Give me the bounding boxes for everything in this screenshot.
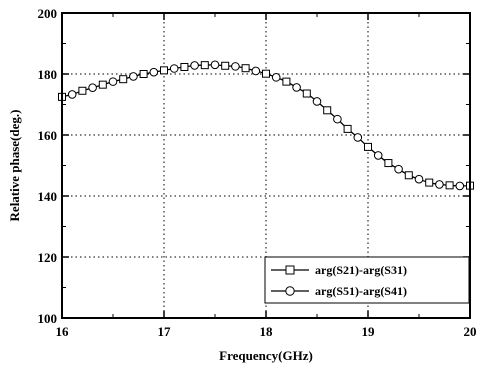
x-axis-title: Frequency(GHz)	[219, 348, 313, 363]
x-tick-label: 19	[362, 324, 376, 339]
series-2-point	[292, 83, 301, 92]
series-1-point	[221, 61, 230, 70]
series-markers	[58, 60, 474, 191]
series-2-point	[333, 114, 342, 124]
legend: arg(S21)-arg(S31) arg(S51)-arg(S41)	[264, 256, 470, 304]
series-2-point	[251, 66, 261, 76]
x-tick-labels: 16 17 18 19 20	[56, 324, 477, 339]
series-1-point	[302, 89, 311, 98]
series-2-point	[129, 72, 138, 81]
x-tick-label: 16	[56, 324, 70, 339]
series-1-point	[343, 124, 352, 133]
series-2-point	[190, 61, 199, 70]
series-1-point	[119, 75, 128, 84]
series-2-point	[210, 60, 220, 70]
y-axis-title: Relative phase(deg.)	[7, 110, 22, 222]
legend-label-1: arg(S21)-arg(S31)	[315, 263, 407, 277]
series-1-point	[404, 171, 413, 180]
legend-marker-1	[285, 265, 295, 275]
series-2-point	[88, 83, 97, 93]
series-1-point	[139, 70, 148, 78]
series-2-point	[67, 90, 77, 99]
y-tick-label: 200	[38, 6, 58, 21]
x-tick-label: 20	[464, 324, 477, 339]
series-2-point	[353, 133, 363, 142]
x-tick-label: 18	[260, 324, 274, 339]
series-2-point	[455, 181, 465, 191]
series-1-point	[241, 64, 250, 73]
y-tick-label: 180	[38, 67, 58, 82]
series-2-point	[373, 151, 383, 160]
series-1-point	[384, 159, 393, 168]
series-1-point	[200, 61, 209, 70]
axis-ticks	[61, 12, 471, 319]
y-tick-label: 120	[38, 250, 58, 265]
series-1-point	[282, 77, 291, 86]
series-1-point	[78, 86, 87, 95]
legend-marker-2	[285, 286, 295, 296]
y-tick-label: 140	[38, 189, 58, 204]
series-2-point	[435, 180, 444, 189]
legend-box	[264, 256, 470, 304]
legend-entries: arg(S21)-arg(S31) arg(S51)-arg(S41)	[271, 263, 407, 298]
series-2-point	[149, 67, 159, 77]
series-1-point	[98, 80, 107, 89]
series-1-point	[425, 178, 434, 187]
series-2-point	[394, 164, 403, 174]
series-2-point	[169, 64, 179, 73]
series-2-point	[271, 73, 281, 82]
series-2-point	[231, 62, 240, 71]
series-1-point	[262, 69, 270, 78]
x-tick-label: 17	[158, 324, 172, 339]
series-1-point	[180, 62, 189, 71]
y-tick-label: 160	[38, 128, 58, 143]
series-2-point	[312, 97, 322, 106]
y-tick-label: 100	[38, 311, 58, 326]
series-1-point	[445, 181, 454, 190]
y-tick-labels: 100 120 140 160 180 200	[38, 6, 58, 326]
series-1-point	[323, 106, 332, 115]
series-2-point	[414, 174, 424, 184]
series-1-point	[160, 66, 168, 75]
series-2-point	[108, 77, 118, 86]
legend-label-2: arg(S51)-arg(S41)	[315, 284, 407, 298]
series-1-point	[364, 142, 372, 151]
